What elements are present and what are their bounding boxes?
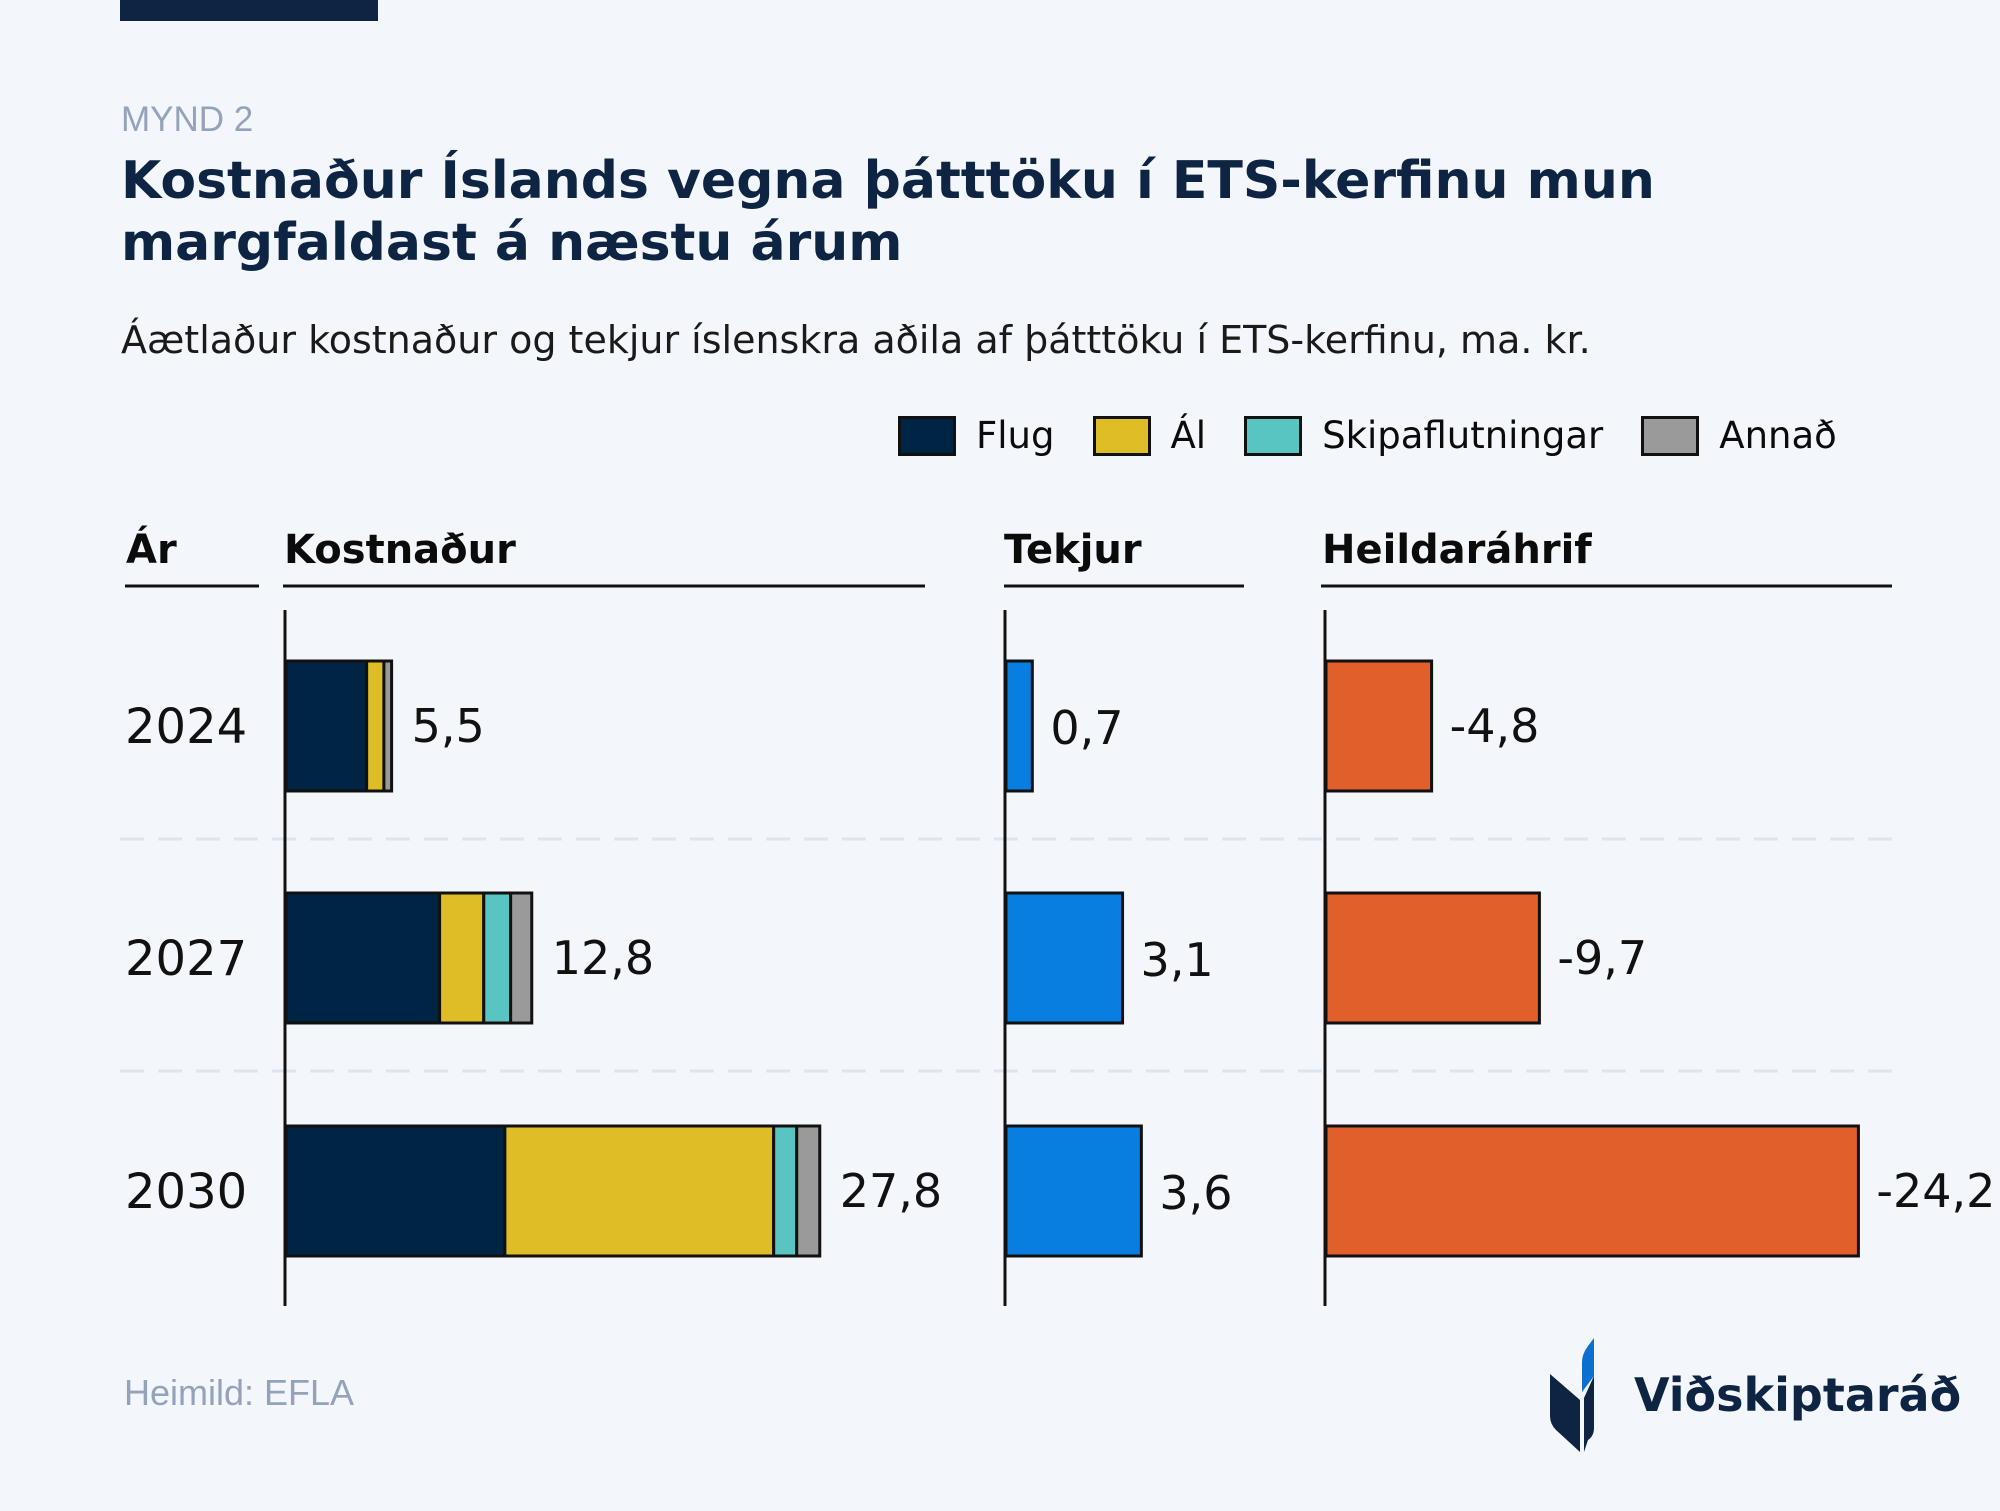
bar-income bbox=[1004, 659, 1034, 793]
data-label-income: 3,6 bbox=[1159, 1166, 1232, 1220]
bar-cost-annað bbox=[795, 1124, 822, 1258]
bar-cost-annað bbox=[382, 659, 394, 793]
legend-label: Annað bbox=[1719, 414, 1837, 457]
legend-label: Skipaflutningar bbox=[1322, 414, 1604, 457]
data-label-income: 3,1 bbox=[1141, 933, 1214, 987]
chart-title: Kostnaður Íslands vegna þátttöku í ETS-k… bbox=[121, 151, 1655, 273]
legend-swatch bbox=[1092, 415, 1151, 456]
source-note: Heimild: EFLA bbox=[124, 1372, 355, 1413]
year-label: 2027 bbox=[125, 931, 247, 987]
data-label-cost: 27,8 bbox=[840, 1164, 942, 1218]
data-label-net: -9,7 bbox=[1557, 931, 1647, 985]
year-label: 2030 bbox=[125, 1164, 247, 1220]
legend-item-flug: Flug bbox=[898, 414, 1055, 457]
legend-label: Flug bbox=[976, 414, 1055, 457]
bar-cost-flug bbox=[284, 1124, 507, 1258]
bar-cost-flug bbox=[284, 659, 369, 793]
bar-cost-skipaflutningar bbox=[772, 1124, 799, 1258]
bar-cost-flug bbox=[284, 891, 442, 1025]
legend-item-annad: Annað bbox=[1641, 414, 1837, 457]
data-label-income: 0,7 bbox=[1050, 701, 1123, 755]
bar-income bbox=[1004, 1124, 1143, 1258]
bar-cost-annað bbox=[509, 891, 534, 1025]
bar-net bbox=[1324, 659, 1434, 793]
header-net: Heildaráhrif bbox=[1322, 527, 1592, 573]
figure-label: MYND 2 bbox=[121, 100, 254, 139]
chart-subtitle: Áætlaður kostnaður og tekjur íslenskra a… bbox=[121, 318, 1591, 362]
header-income: Tekjur bbox=[1004, 527, 1142, 573]
data-label-cost: 12,8 bbox=[552, 931, 654, 985]
legend-label: Ál bbox=[1170, 414, 1207, 457]
top-accent-bar bbox=[120, 0, 378, 21]
data-label-net: -4,8 bbox=[1450, 699, 1540, 753]
bar-net bbox=[1324, 891, 1541, 1025]
legend-swatch bbox=[1641, 415, 1700, 456]
bar-cost-ál bbox=[365, 659, 386, 793]
header-cost: Kostnaður bbox=[284, 527, 516, 573]
data-label-net: -24,2 bbox=[1876, 1164, 1995, 1218]
legend-item-skipaflutningar: Skipaflutningar bbox=[1244, 414, 1603, 457]
legend-swatch bbox=[898, 415, 956, 456]
logo-text: Viðskiptaráð bbox=[1634, 1368, 1962, 1422]
bar-cost-ál bbox=[503, 1124, 776, 1258]
logo-leaf-icon bbox=[1550, 1338, 1594, 1452]
data-label-cost: 5,5 bbox=[412, 699, 485, 753]
bar-cost-skipaflutningar bbox=[482, 891, 513, 1025]
bar-net bbox=[1324, 1124, 1860, 1258]
legend-item-al: Ál bbox=[1092, 414, 1207, 457]
legend: Flug Ál Skipaflutningar Annað bbox=[898, 414, 1837, 457]
legend-swatch bbox=[1244, 415, 1303, 456]
year-label: 2024 bbox=[125, 699, 247, 755]
bar-cost-ál bbox=[438, 891, 486, 1025]
bar-income bbox=[1004, 891, 1125, 1025]
logo: Viðskiptaráð bbox=[1548, 1336, 1961, 1454]
header-year: Ár bbox=[126, 527, 177, 573]
